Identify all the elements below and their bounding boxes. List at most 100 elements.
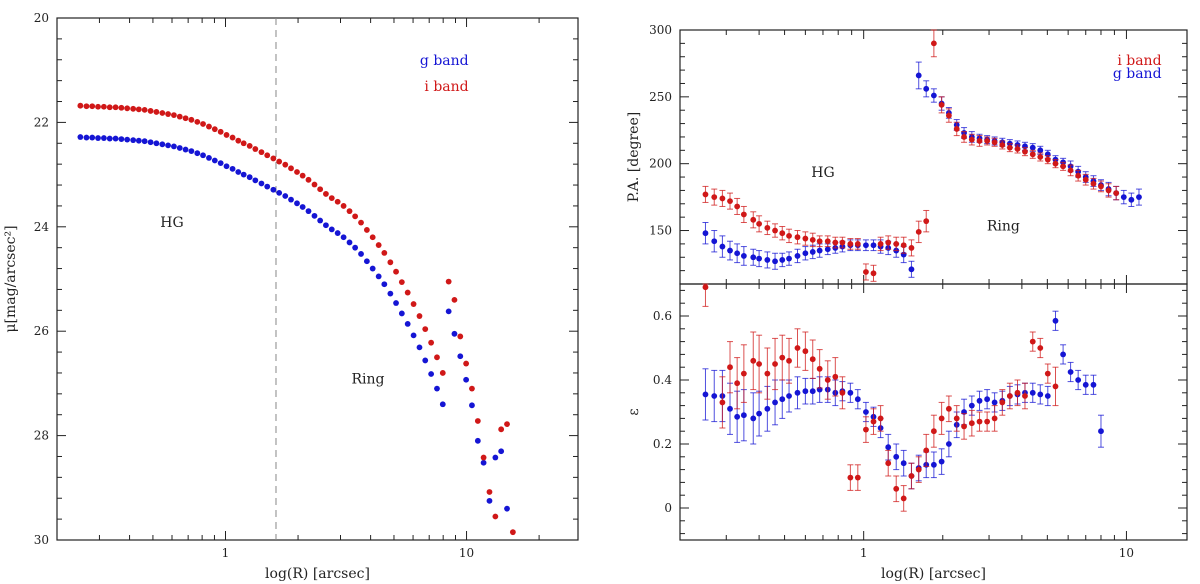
data-point [938,415,945,422]
data-point [474,437,481,444]
data-point [469,402,475,409]
data-point [740,370,747,377]
data-point [1044,156,1051,163]
data-point [153,109,160,115]
data-point [124,136,131,143]
data-point [270,155,277,162]
data-point [750,254,757,261]
data-point [984,138,991,144]
data-point [961,134,967,140]
data-point [240,140,247,147]
data-point [469,385,475,392]
data-point [252,177,259,184]
y-tick-label: 30 [34,533,49,547]
data-point [240,171,247,178]
data-point [711,194,718,201]
data-point [832,239,839,246]
data-point [194,118,201,125]
data-point [328,195,335,201]
data-point [188,116,195,123]
data-point [786,232,792,239]
annotation-label: HG [811,165,834,181]
data-point [953,126,960,132]
data-point [923,218,930,225]
data-point [1029,389,1036,396]
data-point [486,497,493,504]
data-point [159,110,166,116]
data-point [863,269,869,275]
data-point [923,447,930,454]
series-i-band [702,283,1059,512]
data-point [77,102,84,109]
plot-frame [679,283,1188,541]
data-point [1060,163,1066,170]
data-point [498,448,505,455]
data-point [1052,160,1059,167]
data-point [486,489,493,495]
panel-bottom-right: 1 10 0 0.2 0.4 0.6 log(R) [arcsec] ε [626,283,1188,582]
data-point [1037,154,1044,160]
data-point [130,137,137,144]
data-point [428,371,435,377]
data-point [1113,190,1120,196]
data-point [734,250,741,257]
data-point [976,138,983,144]
data-point [727,405,733,412]
data-point [492,513,499,520]
panel-left: 1 10 20 22 24 26 28 30 log(R) [arcsec] μ[mag/arcs… [3,11,579,582]
data-point [772,258,778,265]
data-point [246,142,253,149]
data-point [877,415,884,422]
data-point [802,235,809,242]
data-point [953,415,960,422]
y-tick-label: 250 [649,90,672,104]
data-point [393,300,399,306]
data-point [422,326,429,333]
data-point [363,227,370,233]
data-point [740,412,747,419]
data-point [346,208,353,215]
data-point [258,149,265,156]
data-point [480,454,487,461]
x-tick-label: 10 [1119,546,1134,560]
data-point [908,245,915,251]
data-point [463,360,470,367]
data-point [740,211,747,218]
data-point [764,370,771,377]
data-point [294,200,300,207]
x-axis-title: log(R) [arcsec] [265,566,370,582]
data-point [1052,383,1059,390]
data-point [363,258,370,265]
data-point [288,165,294,172]
annotation-label: Ring [987,219,1020,235]
data-point [346,239,353,246]
data-point [772,399,778,406]
data-point [311,181,318,188]
data-point [756,255,763,262]
data-point [961,423,967,430]
data-point [1044,393,1051,399]
data-point [171,112,177,118]
data-point [135,106,142,113]
data-point [352,244,359,251]
y-tick-label: 0.6 [653,309,672,323]
data-point [727,247,733,254]
data-point [727,198,733,205]
data-point [106,104,113,111]
data-point [434,385,440,392]
data-point [147,139,154,146]
data-point [779,354,786,361]
legend-entry: i band [424,79,468,95]
data-point [794,389,801,396]
data-point [824,238,831,245]
data-point [235,169,242,175]
y-tick-label: 24 [34,220,50,234]
data-point [764,257,771,263]
data-point [317,217,324,224]
data-point [229,165,236,172]
data-point [786,357,792,364]
data-point [206,154,212,161]
data-point [95,135,101,141]
data-point [885,239,892,246]
data-point [118,136,125,143]
